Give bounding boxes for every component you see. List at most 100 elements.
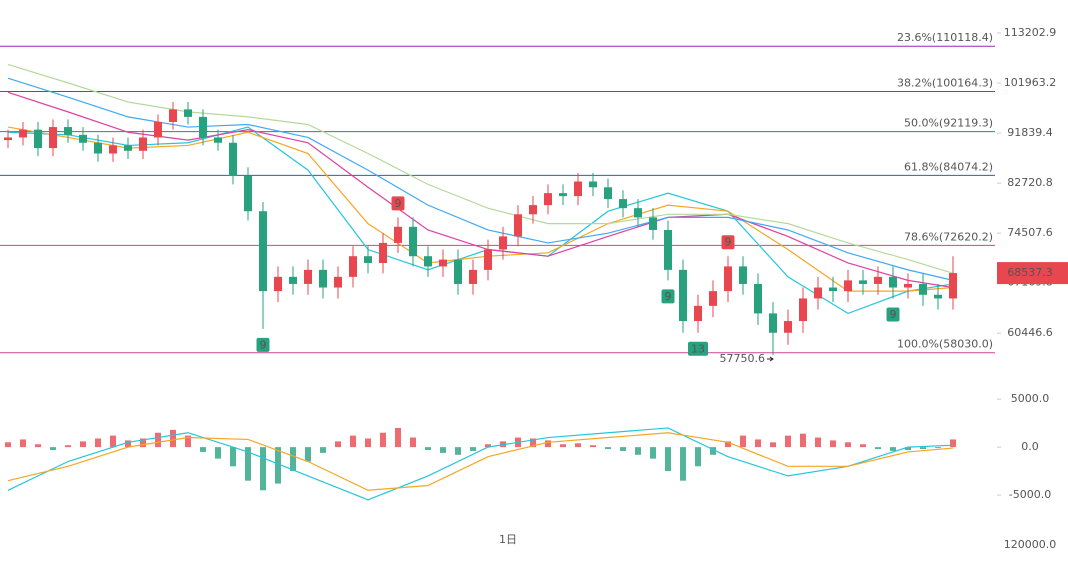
- macd-bar: [350, 435, 356, 448]
- y-tick-label: 60446.6: [1007, 326, 1053, 339]
- td-label: 9: [395, 197, 402, 210]
- macd-bar: [845, 442, 851, 448]
- candle-body: [319, 269, 327, 288]
- macd-bar: [740, 435, 746, 448]
- macd-bar: [380, 432, 386, 448]
- moving-average: [7, 63, 954, 274]
- td-badge: [721, 235, 735, 250]
- moving-average: [7, 126, 954, 315]
- macd-bar: [860, 444, 866, 448]
- macd-bar: [305, 447, 311, 462]
- macd-bar: [395, 427, 401, 448]
- low-annotation: 57750.6: [720, 352, 766, 365]
- candle-body: [634, 208, 642, 218]
- candle-body: [364, 256, 372, 263]
- candle-body: [859, 280, 867, 284]
- candle-body: [214, 137, 222, 143]
- macd-bar: [725, 441, 731, 448]
- candle-body: [469, 269, 477, 284]
- y-tick-label: -5000.0: [1009, 488, 1051, 501]
- td-label: 9: [725, 236, 732, 249]
- candle-body: [574, 181, 582, 197]
- macd-bar: [890, 447, 896, 451]
- moving-average: [7, 77, 954, 281]
- td-label: 9: [260, 338, 267, 351]
- candle-body: [259, 211, 267, 292]
- candle-body: [394, 226, 402, 243]
- td-badge: [661, 289, 675, 304]
- candle-body: [844, 280, 852, 292]
- macd-bar: [275, 447, 281, 484]
- candle-body: [304, 269, 312, 284]
- macd-bar: [155, 432, 161, 448]
- td-label: 9: [890, 308, 897, 321]
- candle-body: [724, 266, 732, 292]
- candle-body: [664, 229, 672, 270]
- macd-bar: [605, 447, 611, 450]
- candle-body: [484, 249, 492, 270]
- candle-body: [694, 305, 702, 322]
- macd-bar: [65, 445, 71, 448]
- td-label: 9: [665, 290, 672, 303]
- y-tick-label: 120000.0: [1004, 538, 1057, 551]
- candle-body: [124, 145, 132, 151]
- macd-bar: [110, 435, 116, 448]
- macd-bar: [665, 447, 671, 472]
- y-tick-label: 0.0: [1021, 440, 1039, 453]
- price-tag-label: 68537.3: [1007, 266, 1053, 279]
- macd-bar: [635, 447, 641, 455]
- macd-bar: [545, 440, 551, 448]
- macd-bar: [230, 447, 236, 467]
- candle-body: [559, 193, 567, 197]
- macd-bar: [170, 429, 176, 448]
- candle-body: [274, 276, 282, 292]
- macd-bar: [455, 447, 461, 455]
- td-badge: [391, 196, 405, 211]
- macd-bar: [590, 445, 596, 448]
- candle-body: [814, 287, 822, 299]
- macd-bar: [215, 447, 221, 459]
- candle-body: [289, 276, 297, 284]
- candle-body: [64, 127, 72, 135]
- macd-bar: [50, 447, 56, 450]
- fib-label: 78.6%(72620.2): [904, 230, 993, 243]
- candle-body: [919, 283, 927, 295]
- macd-bar: [80, 441, 86, 448]
- candle-body: [934, 294, 942, 299]
- moving-average: [7, 126, 954, 292]
- macd-bar: [620, 447, 626, 451]
- macd-bar: [290, 447, 296, 472]
- td-badge: [688, 341, 708, 356]
- macd-bar: [560, 444, 566, 448]
- macd-bar: [140, 438, 146, 448]
- y-tick-label: 101963.2: [1004, 76, 1057, 89]
- candle-body: [94, 142, 102, 154]
- candle-body: [619, 199, 627, 209]
- macd-bar: [320, 447, 326, 453]
- td-badge: [256, 337, 270, 352]
- candle-body: [409, 226, 417, 257]
- candle-body: [79, 134, 87, 143]
- candle-body: [4, 137, 12, 141]
- y-tick-label: 5000.0: [1011, 392, 1050, 405]
- candle-body: [34, 129, 42, 149]
- fib-label: 23.6%(110118.4): [897, 31, 993, 44]
- macd-bar: [95, 438, 101, 448]
- macd-bar: [530, 438, 536, 448]
- fib-label: 100.0%(58030.0): [897, 338, 993, 351]
- candle-body: [889, 276, 897, 288]
- macd-bar: [410, 437, 416, 448]
- macd-bar: [485, 444, 491, 448]
- macd-bar: [830, 440, 836, 448]
- macd-bar: [125, 440, 131, 448]
- y-tick-label: 74507.6: [1007, 226, 1053, 239]
- macd-bar: [755, 439, 761, 448]
- macd-bar: [5, 442, 11, 448]
- candle-body: [679, 269, 687, 322]
- candle-body: [439, 259, 447, 267]
- macd-bar: [950, 439, 956, 448]
- y-tick-label: 91839.4: [1007, 126, 1053, 139]
- macd-bar: [245, 447, 251, 481]
- macd-bar: [875, 447, 881, 450]
